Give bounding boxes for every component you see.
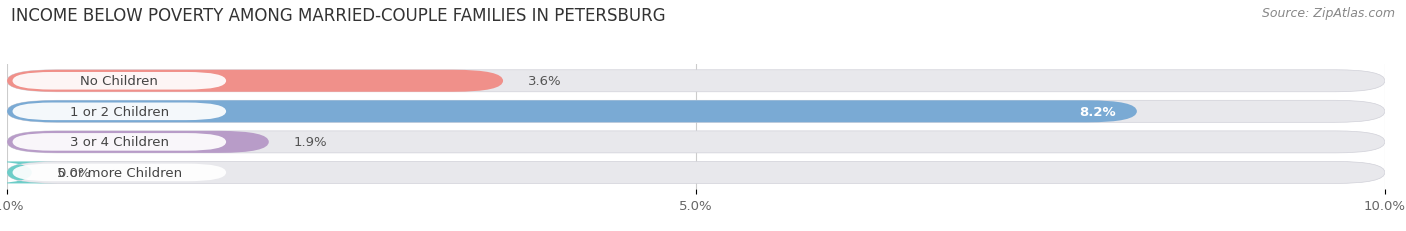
FancyBboxPatch shape [7,70,1385,92]
FancyBboxPatch shape [7,101,1137,123]
FancyBboxPatch shape [13,164,226,181]
FancyBboxPatch shape [7,70,503,92]
Text: INCOME BELOW POVERTY AMONG MARRIED-COUPLE FAMILIES IN PETERSBURG: INCOME BELOW POVERTY AMONG MARRIED-COUPL… [11,7,666,25]
Text: 3.6%: 3.6% [527,75,561,88]
FancyBboxPatch shape [7,131,1385,153]
Text: Source: ZipAtlas.com: Source: ZipAtlas.com [1261,7,1395,20]
FancyBboxPatch shape [7,131,269,153]
FancyBboxPatch shape [7,162,1385,184]
FancyBboxPatch shape [7,101,1385,123]
FancyBboxPatch shape [13,73,226,90]
Text: 1 or 2 Children: 1 or 2 Children [70,105,169,118]
Text: 3 or 4 Children: 3 or 4 Children [70,136,169,149]
Text: 1.9%: 1.9% [294,136,328,149]
Text: No Children: No Children [80,75,159,88]
Text: 0.0%: 0.0% [56,166,90,179]
Text: 8.2%: 8.2% [1080,105,1116,118]
FancyBboxPatch shape [13,134,226,151]
FancyBboxPatch shape [0,162,56,184]
FancyBboxPatch shape [13,103,226,121]
Text: 5 or more Children: 5 or more Children [56,166,181,179]
